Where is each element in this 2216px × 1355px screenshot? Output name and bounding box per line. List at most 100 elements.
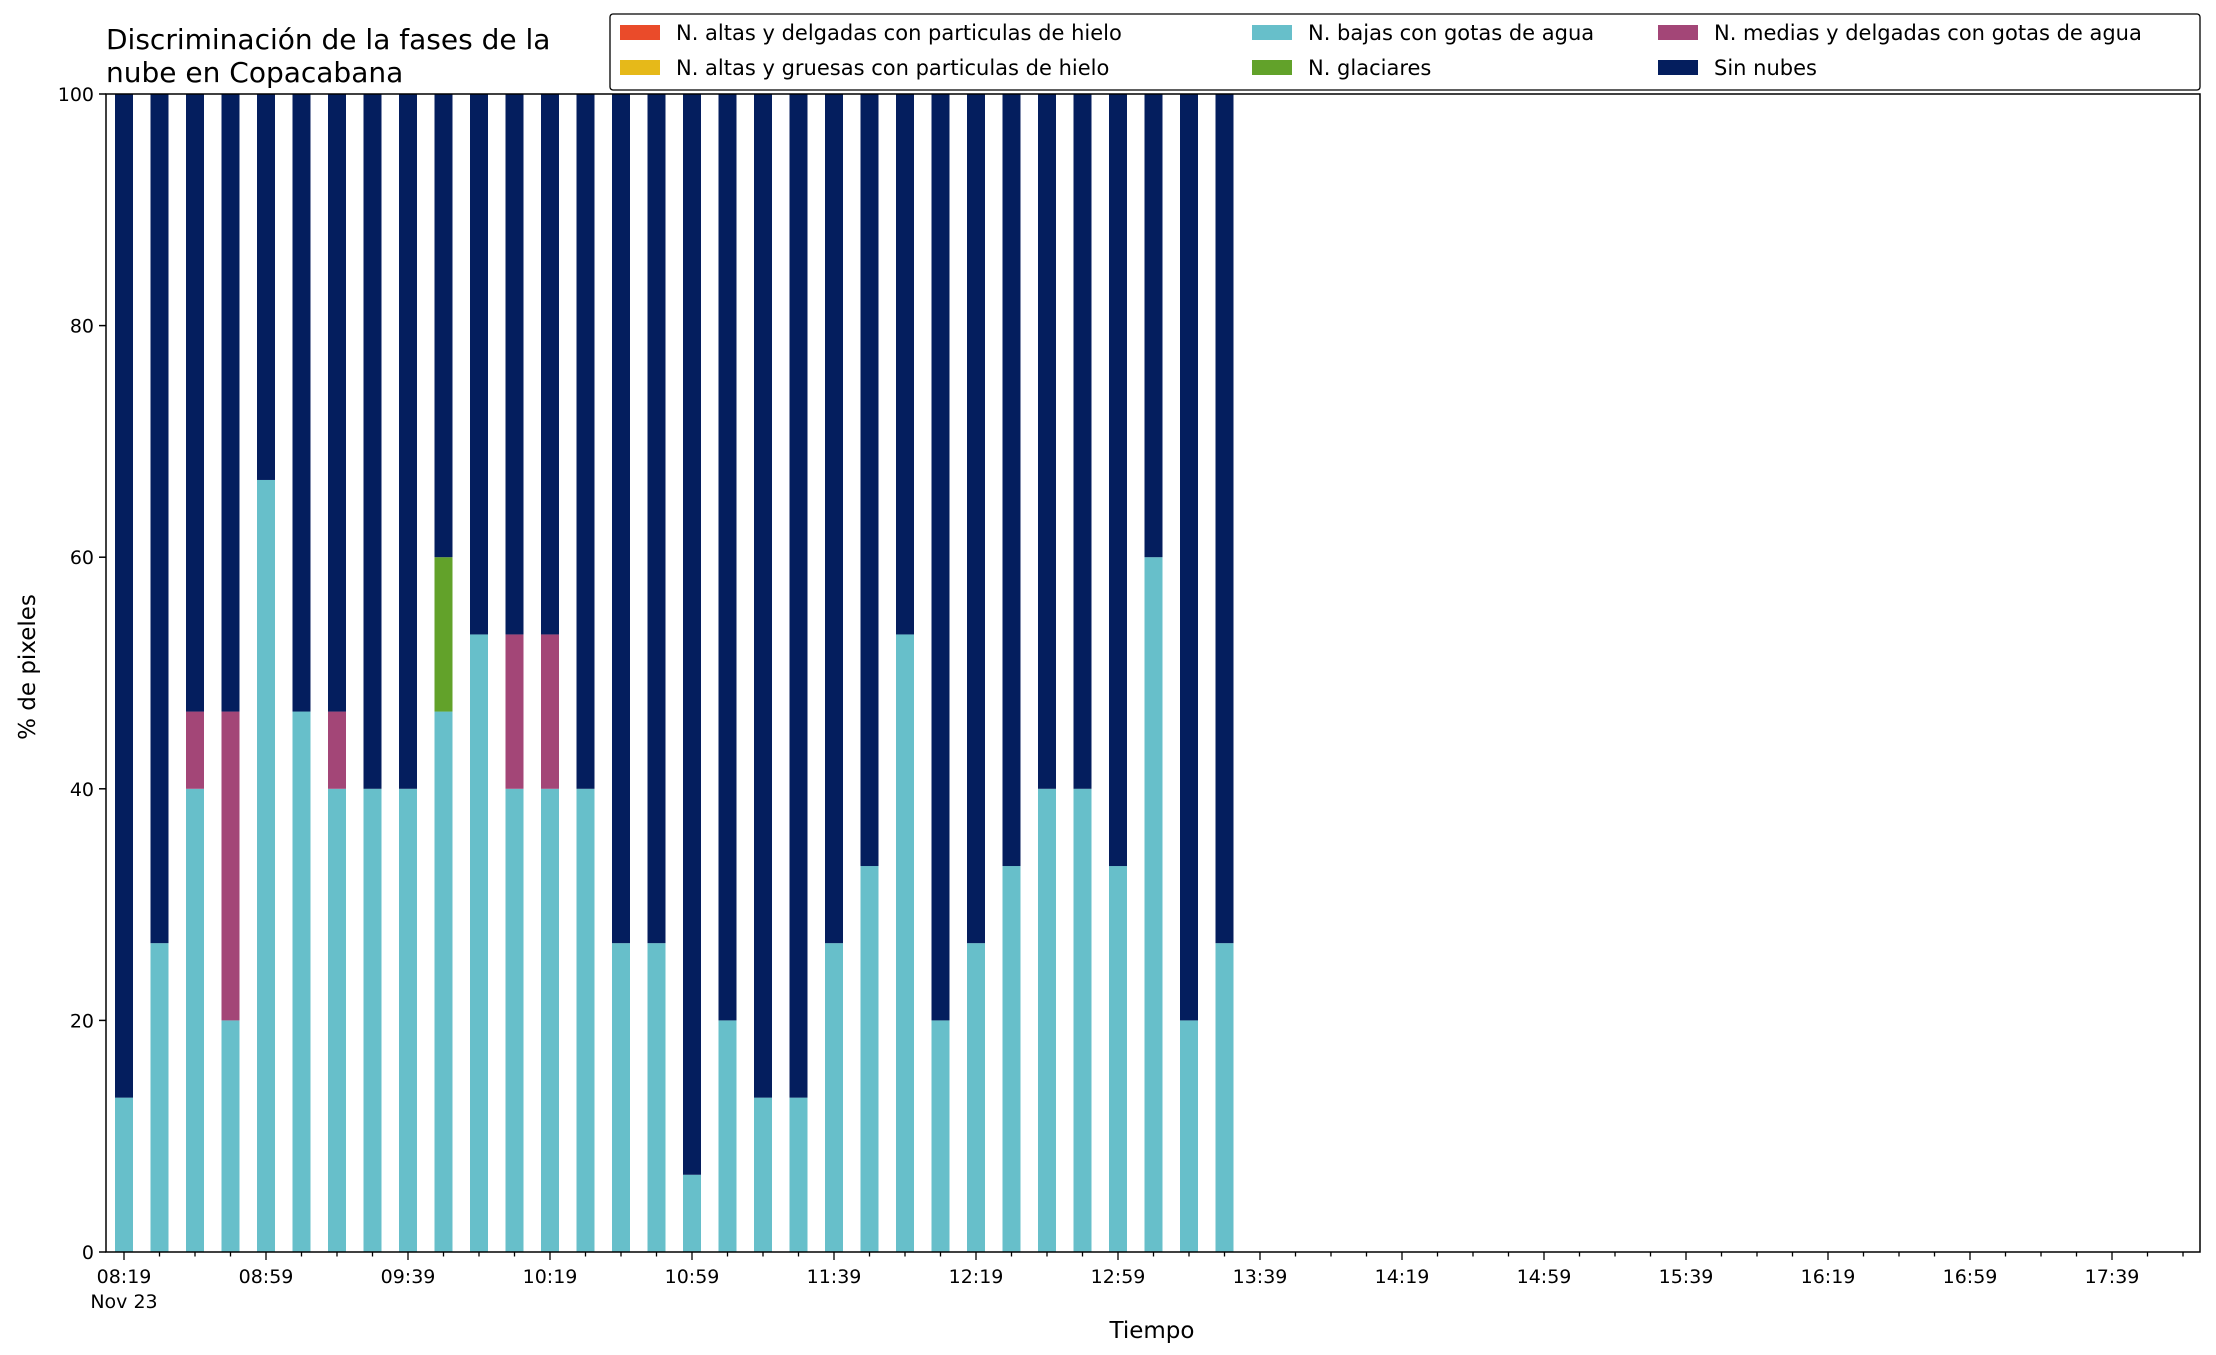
legend-entry-4: N. medias y delgadas con gotas de agua — [1714, 21, 2142, 45]
bar-segment-1159-s5 — [896, 94, 914, 635]
legend-swatch-1 — [620, 60, 660, 75]
bar-segment-1209-s5 — [931, 94, 950, 1021]
bar-segment-1049-s2 — [647, 943, 666, 1252]
bar-segment-0929-s5 — [363, 94, 382, 789]
bar-segment-1329-s2 — [1215, 943, 1234, 1252]
bar-segment-0829-s5 — [150, 94, 169, 944]
y-tick-label: 20 — [70, 1010, 94, 1032]
chart-title-line-2: nube en Copacabana — [106, 56, 403, 89]
bar-segment-0829-s2 — [150, 943, 169, 1252]
x-tick-label: 08:19 — [97, 1266, 152, 1288]
bar-segment-0859-s2 — [257, 479, 275, 1253]
bar-segment-0959-s5 — [470, 94, 488, 635]
bar-segment-0909-s2 — [292, 711, 311, 1252]
bar-segment-1149-s5 — [860, 94, 879, 867]
bar-segment-0849-s5 — [221, 94, 240, 712]
y-tick-label: 80 — [70, 316, 94, 338]
bar-segment-0939-s2 — [399, 788, 417, 1252]
legend-entry-2: N. bajas con gotas de agua — [1308, 21, 1594, 45]
bar-segment-1039-s2 — [612, 943, 630, 1252]
legend-entry-0: N. altas y delgadas con particulas de hi… — [676, 21, 1122, 45]
x-tick-label: 14:19 — [1375, 1266, 1430, 1288]
bar-segment-1059-s2 — [683, 1174, 701, 1252]
x-tick-label: 09:39 — [381, 1266, 436, 1288]
x-tick-label: 08:59 — [239, 1266, 294, 1288]
bar-segment-1239-s2 — [1038, 788, 1056, 1252]
y-axis-label: % de pixeles — [15, 594, 41, 740]
bar-segment-1059-s5 — [683, 94, 701, 1175]
bar-segment-0949-s2 — [434, 711, 453, 1252]
x-tick-label: 17:39 — [2085, 1266, 2140, 1288]
bar-segment-1009-s2 — [505, 788, 524, 1252]
x-tick-label: 12:59 — [1091, 1266, 1146, 1288]
x-tick-label: 16:19 — [1801, 1266, 1856, 1288]
bar-segment-0859-s5 — [257, 94, 275, 480]
bar-segment-1019-s2 — [541, 788, 559, 1252]
bar-segment-0919-s4 — [328, 711, 346, 789]
bar-segment-1309-s5 — [1144, 94, 1163, 558]
bar-segment-1239-s5 — [1038, 94, 1056, 789]
bar-segment-0939-s5 — [399, 94, 417, 789]
bar-segment-0849-s2 — [221, 1020, 240, 1252]
y-tick-label: 60 — [70, 547, 94, 569]
bar-segment-1259-s2 — [1109, 866, 1127, 1252]
bar-segment-1029-s5 — [576, 94, 595, 789]
legend-swatch-0 — [620, 25, 660, 40]
bar-segment-0819-s5 — [115, 94, 133, 1098]
bar-segment-0909-s5 — [292, 94, 311, 712]
legend-swatch-5 — [1658, 60, 1698, 75]
bar-segment-1009-s5 — [505, 94, 524, 635]
bar-segment-0959-s2 — [470, 634, 488, 1252]
bar-segment-1319-s2 — [1180, 1020, 1198, 1252]
bar-segment-0949-s5 — [434, 94, 453, 558]
x-tick-label: 15:39 — [1659, 1266, 1714, 1288]
bar-segment-1139-s5 — [825, 94, 843, 944]
y-tick-label: 0 — [82, 1242, 94, 1264]
bar-segment-1009-s4 — [505, 634, 524, 789]
bar-segment-1219-s2 — [967, 943, 985, 1252]
bar-segment-0849-s4 — [221, 711, 240, 1021]
x-tick-label: 10:19 — [523, 1266, 578, 1288]
legend-swatch-4 — [1658, 25, 1698, 40]
x-tick-label: 14:59 — [1517, 1266, 1572, 1288]
x-tick-label: 10:59 — [665, 1266, 720, 1288]
bar-segment-1119-s5 — [754, 94, 772, 1098]
bar-segment-1129-s2 — [789, 1097, 808, 1252]
legend-entry-1: N. altas y gruesas con particulas de hie… — [676, 56, 1109, 80]
bar-segment-0819-s2 — [115, 1097, 133, 1252]
bar-segment-0839-s2 — [186, 788, 204, 1252]
bar-segment-1209-s2 — [931, 1020, 950, 1252]
legend-frame — [609, 13, 2201, 91]
bar-segment-0839-s5 — [186, 94, 204, 712]
bar-segment-1019-s5 — [541, 94, 559, 635]
bar-segment-1229-s5 — [1002, 94, 1021, 867]
bar-segment-0919-s2 — [328, 788, 346, 1252]
y-tick-label: 100 — [58, 84, 94, 106]
bar-segment-1159-s2 — [896, 634, 914, 1252]
bar-segment-1029-s2 — [576, 788, 595, 1252]
bar-segment-1249-s2 — [1073, 788, 1092, 1252]
bar-segment-1109-s2 — [718, 1020, 737, 1252]
bar-segment-1319-s5 — [1180, 94, 1198, 1021]
bar-segment-1129-s5 — [789, 94, 808, 1098]
bar-segment-1049-s5 — [647, 94, 666, 944]
bar-segment-1149-s2 — [860, 866, 879, 1252]
bar-segment-1259-s5 — [1109, 94, 1127, 867]
x-axis-label: Tiempo — [1109, 1318, 1195, 1344]
chart-title-line-1: Discriminación de la fases de la — [106, 23, 550, 56]
bar-segment-0919-s5 — [328, 94, 346, 712]
x-tick-label: 13:39 — [1233, 1266, 1288, 1288]
bar-segment-1119-s2 — [754, 1097, 772, 1252]
bar-segment-1249-s5 — [1073, 94, 1092, 789]
legend: N. altas y delgadas con particulas de hi… — [609, 13, 2201, 91]
bar-segment-0839-s4 — [186, 711, 204, 789]
legend-swatch-3 — [1252, 60, 1292, 75]
bar-segment-1329-s5 — [1215, 94, 1234, 944]
y-tick-label: 40 — [70, 779, 94, 801]
bar-segment-1229-s2 — [1002, 866, 1021, 1252]
bar-segment-1309-s2 — [1144, 557, 1163, 1252]
legend-entry-3: N. glaciares — [1308, 56, 1431, 80]
bar-segment-1139-s2 — [825, 943, 843, 1252]
